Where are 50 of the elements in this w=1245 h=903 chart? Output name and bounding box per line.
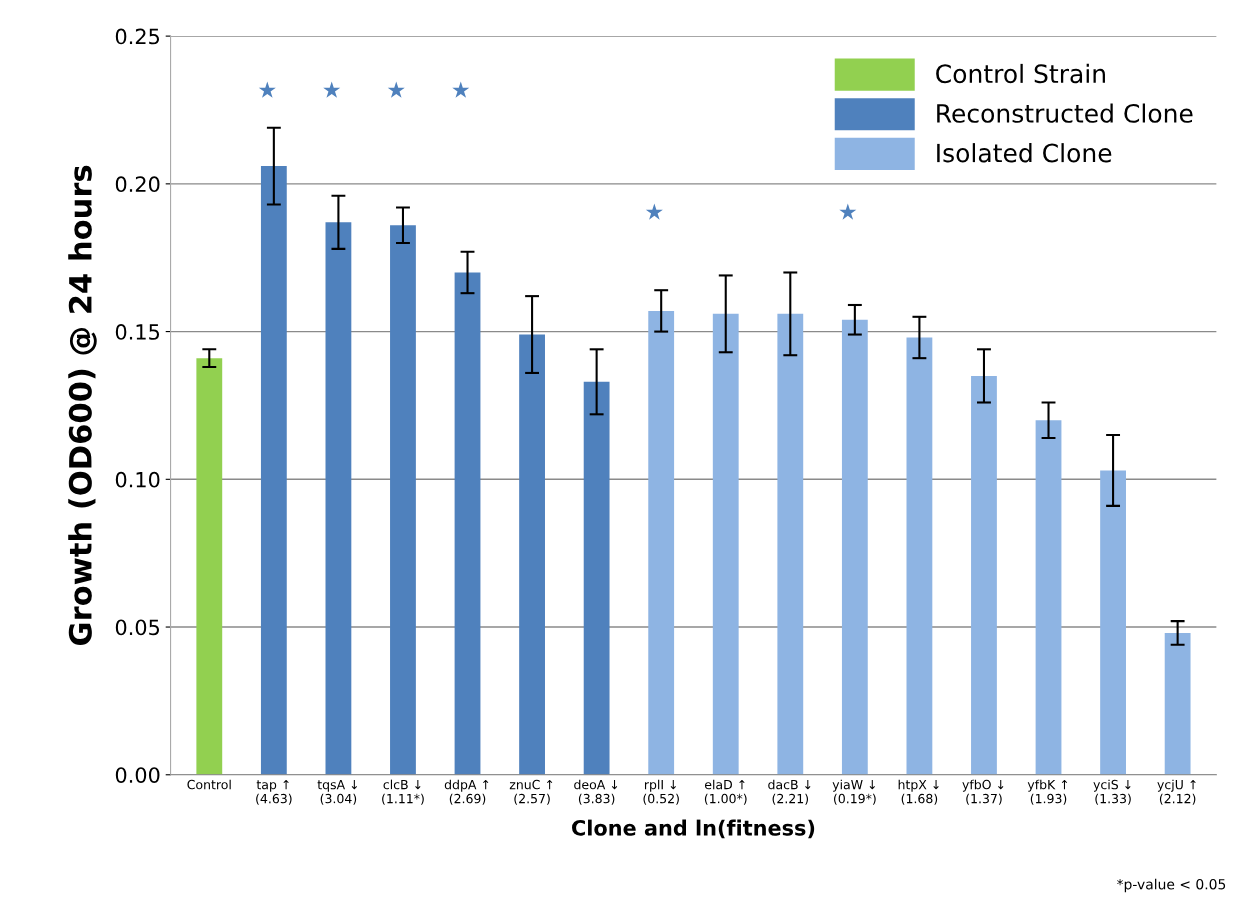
bar <box>196 358 223 775</box>
x-tick-label: deoA ↓ (3.83) <box>574 779 618 805</box>
bar <box>1100 470 1126 775</box>
y-tick-label: 0.20 <box>115 176 160 193</box>
x-tick-label: ycjU ↑ (2.12) <box>1157 779 1196 805</box>
bar <box>454 272 481 775</box>
x-tick-label: htpX ↓ (1.68) <box>898 779 939 805</box>
legend-label: Isolated Clone <box>937 143 1112 163</box>
bar <box>519 334 545 775</box>
bar <box>777 313 804 775</box>
legend-label: Control Strain <box>936 63 1105 84</box>
x-tick-label: yfbO ↓ (1.37) <box>962 779 1004 805</box>
annotation: ★ <box>323 81 341 98</box>
x-tick-label: yciS ↓ (1.33) <box>1093 779 1131 805</box>
bar <box>1035 420 1062 775</box>
bar <box>841 319 868 775</box>
bar <box>260 166 287 775</box>
annotation: ★ <box>452 81 470 98</box>
bar <box>712 313 739 775</box>
bar <box>325 222 352 775</box>
y-axis-title: Growth (OD600) @ 24 hours <box>68 165 97 645</box>
x-tick-label: elaD ↑ (1.00*) <box>704 779 747 805</box>
y-tick-label: 0.00 <box>115 767 160 783</box>
y-tick-label: 0.05 <box>115 619 160 636</box>
annotation: ★ <box>387 81 405 98</box>
x-tick-label: Control <box>187 779 231 790</box>
x-tick-label: dacB ↓ (2.21) <box>768 779 811 805</box>
bar <box>906 337 933 775</box>
bar <box>583 381 610 775</box>
text: *p-value < 0.05 <box>1117 878 1226 893</box>
bar <box>1164 632 1191 775</box>
x-tick-label: ddpA ↑ (2.69) <box>444 779 489 805</box>
x-tick-label: yiaW ↓ (0.19*) <box>832 779 876 805</box>
y-tick-label: 0.10 <box>115 471 160 488</box>
annotation: ★ <box>645 203 663 220</box>
bar <box>971 375 997 775</box>
legend-label: Reconstructed Clone <box>937 103 1193 123</box>
x-tick-label: clcB ↓ (1.11*) <box>382 779 424 805</box>
x-axis-title: Clone and ln(fitness) <box>572 819 815 839</box>
x-tick-label: rplI ↓ (0.52) <box>643 779 679 805</box>
x-tick-label: tap ↑ (4.63) <box>256 779 292 805</box>
x-tick-label: tqsA ↓ (3.04) <box>317 780 358 805</box>
y-tick-label: 0.25 <box>115 28 160 45</box>
annotation: ★ <box>839 203 857 220</box>
x-tick-label: yfbK ↑ (1.93) <box>1027 779 1068 805</box>
x-tick-label: znuC ↑ (2.57) <box>509 779 553 805</box>
annotation: ★ <box>258 81 276 98</box>
bar <box>648 310 675 775</box>
bar <box>390 225 416 775</box>
y-tick-label: 0.15 <box>115 324 160 340</box>
